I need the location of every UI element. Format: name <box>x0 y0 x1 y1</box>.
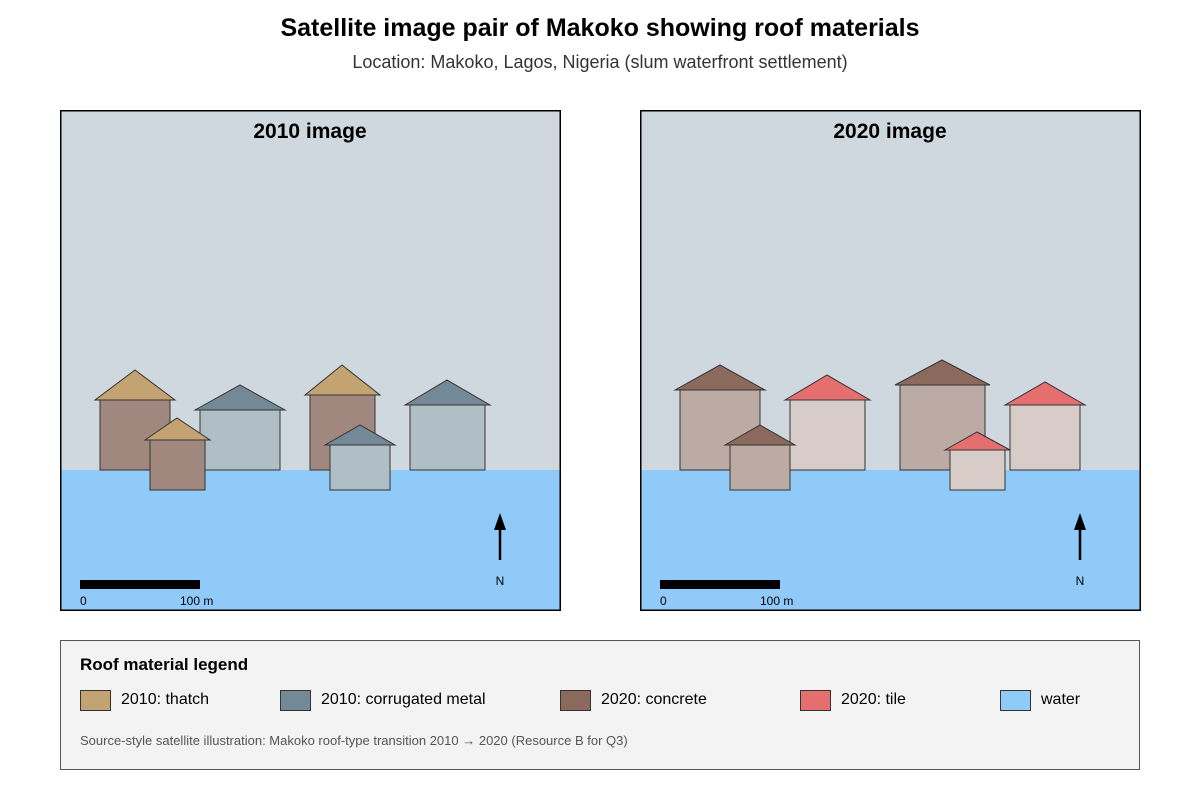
legend-swatch <box>560 689 591 711</box>
panel-border <box>640 110 1141 611</box>
panel-border <box>60 110 561 611</box>
legend-item-concrete: 2020: concrete <box>560 689 707 711</box>
panel-2010-scene <box>60 110 561 611</box>
water-area <box>60 470 561 611</box>
legend-swatch <box>280 689 311 711</box>
house-tile-2 <box>1003 381 1087 471</box>
scale-bar <box>660 580 780 589</box>
scale-start-label: 0 <box>660 594 667 608</box>
legend-label: 2010: corrugated metal <box>321 691 486 708</box>
legend-source-note: Source-style satellite illustration: Mak… <box>80 733 628 748</box>
panel-2020-scene <box>640 110 1141 611</box>
house-concrete-1 <box>673 364 767 471</box>
scale-start-label: 0 <box>80 594 87 608</box>
house-tile-1 <box>783 374 872 471</box>
panel-2020: 2020 image 0 100 m N <box>640 110 1141 611</box>
legend-label: 2010: thatch <box>121 691 210 708</box>
legend-title: Roof material legend <box>80 655 249 674</box>
scale-end-label: 100 m <box>760 594 794 608</box>
figure-subtitle: Location: Makoko, Lagos, Nigeria (slum w… <box>352 52 848 72</box>
legend-swatch <box>1000 689 1031 711</box>
legend-box: Roof material legend 2010: thatch 2010: … <box>60 640 1140 770</box>
legend-swatch <box>800 689 831 711</box>
house-metal-3 <box>323 424 397 491</box>
north-label: N <box>1075 574 1085 588</box>
legend-item-tile: 2020: tile <box>800 689 906 711</box>
panel-title: 2010 image <box>253 120 367 143</box>
north-label: N <box>495 574 505 588</box>
scale-bar <box>80 580 200 589</box>
house-concrete-3 <box>723 424 797 491</box>
legend-item-corrugated-metal: 2010: corrugated metal <box>280 689 486 711</box>
house-metal-2 <box>403 379 492 471</box>
legend-label: 2020: concrete <box>601 691 707 708</box>
legend-label: 2020: tile <box>841 691 906 708</box>
panel-title: 2020 image <box>833 120 947 143</box>
house-tile-3 <box>943 431 1011 491</box>
legend-swatch <box>80 689 111 711</box>
north-arrow-icon <box>494 513 506 560</box>
water-area <box>640 470 1141 611</box>
figure-title: Satellite image pair of Makoko showing r… <box>280 14 920 42</box>
legend-item-thatch: 2010: thatch <box>80 689 209 711</box>
legend-item-water: water <box>1000 689 1080 711</box>
legend-label: water <box>1041 691 1081 708</box>
north-arrow-icon <box>1074 513 1086 560</box>
house-thatch-3 <box>143 417 212 491</box>
panel-2010: 2010 image 0 100 m N <box>60 110 561 611</box>
scale-end-label: 100 m <box>180 594 214 608</box>
